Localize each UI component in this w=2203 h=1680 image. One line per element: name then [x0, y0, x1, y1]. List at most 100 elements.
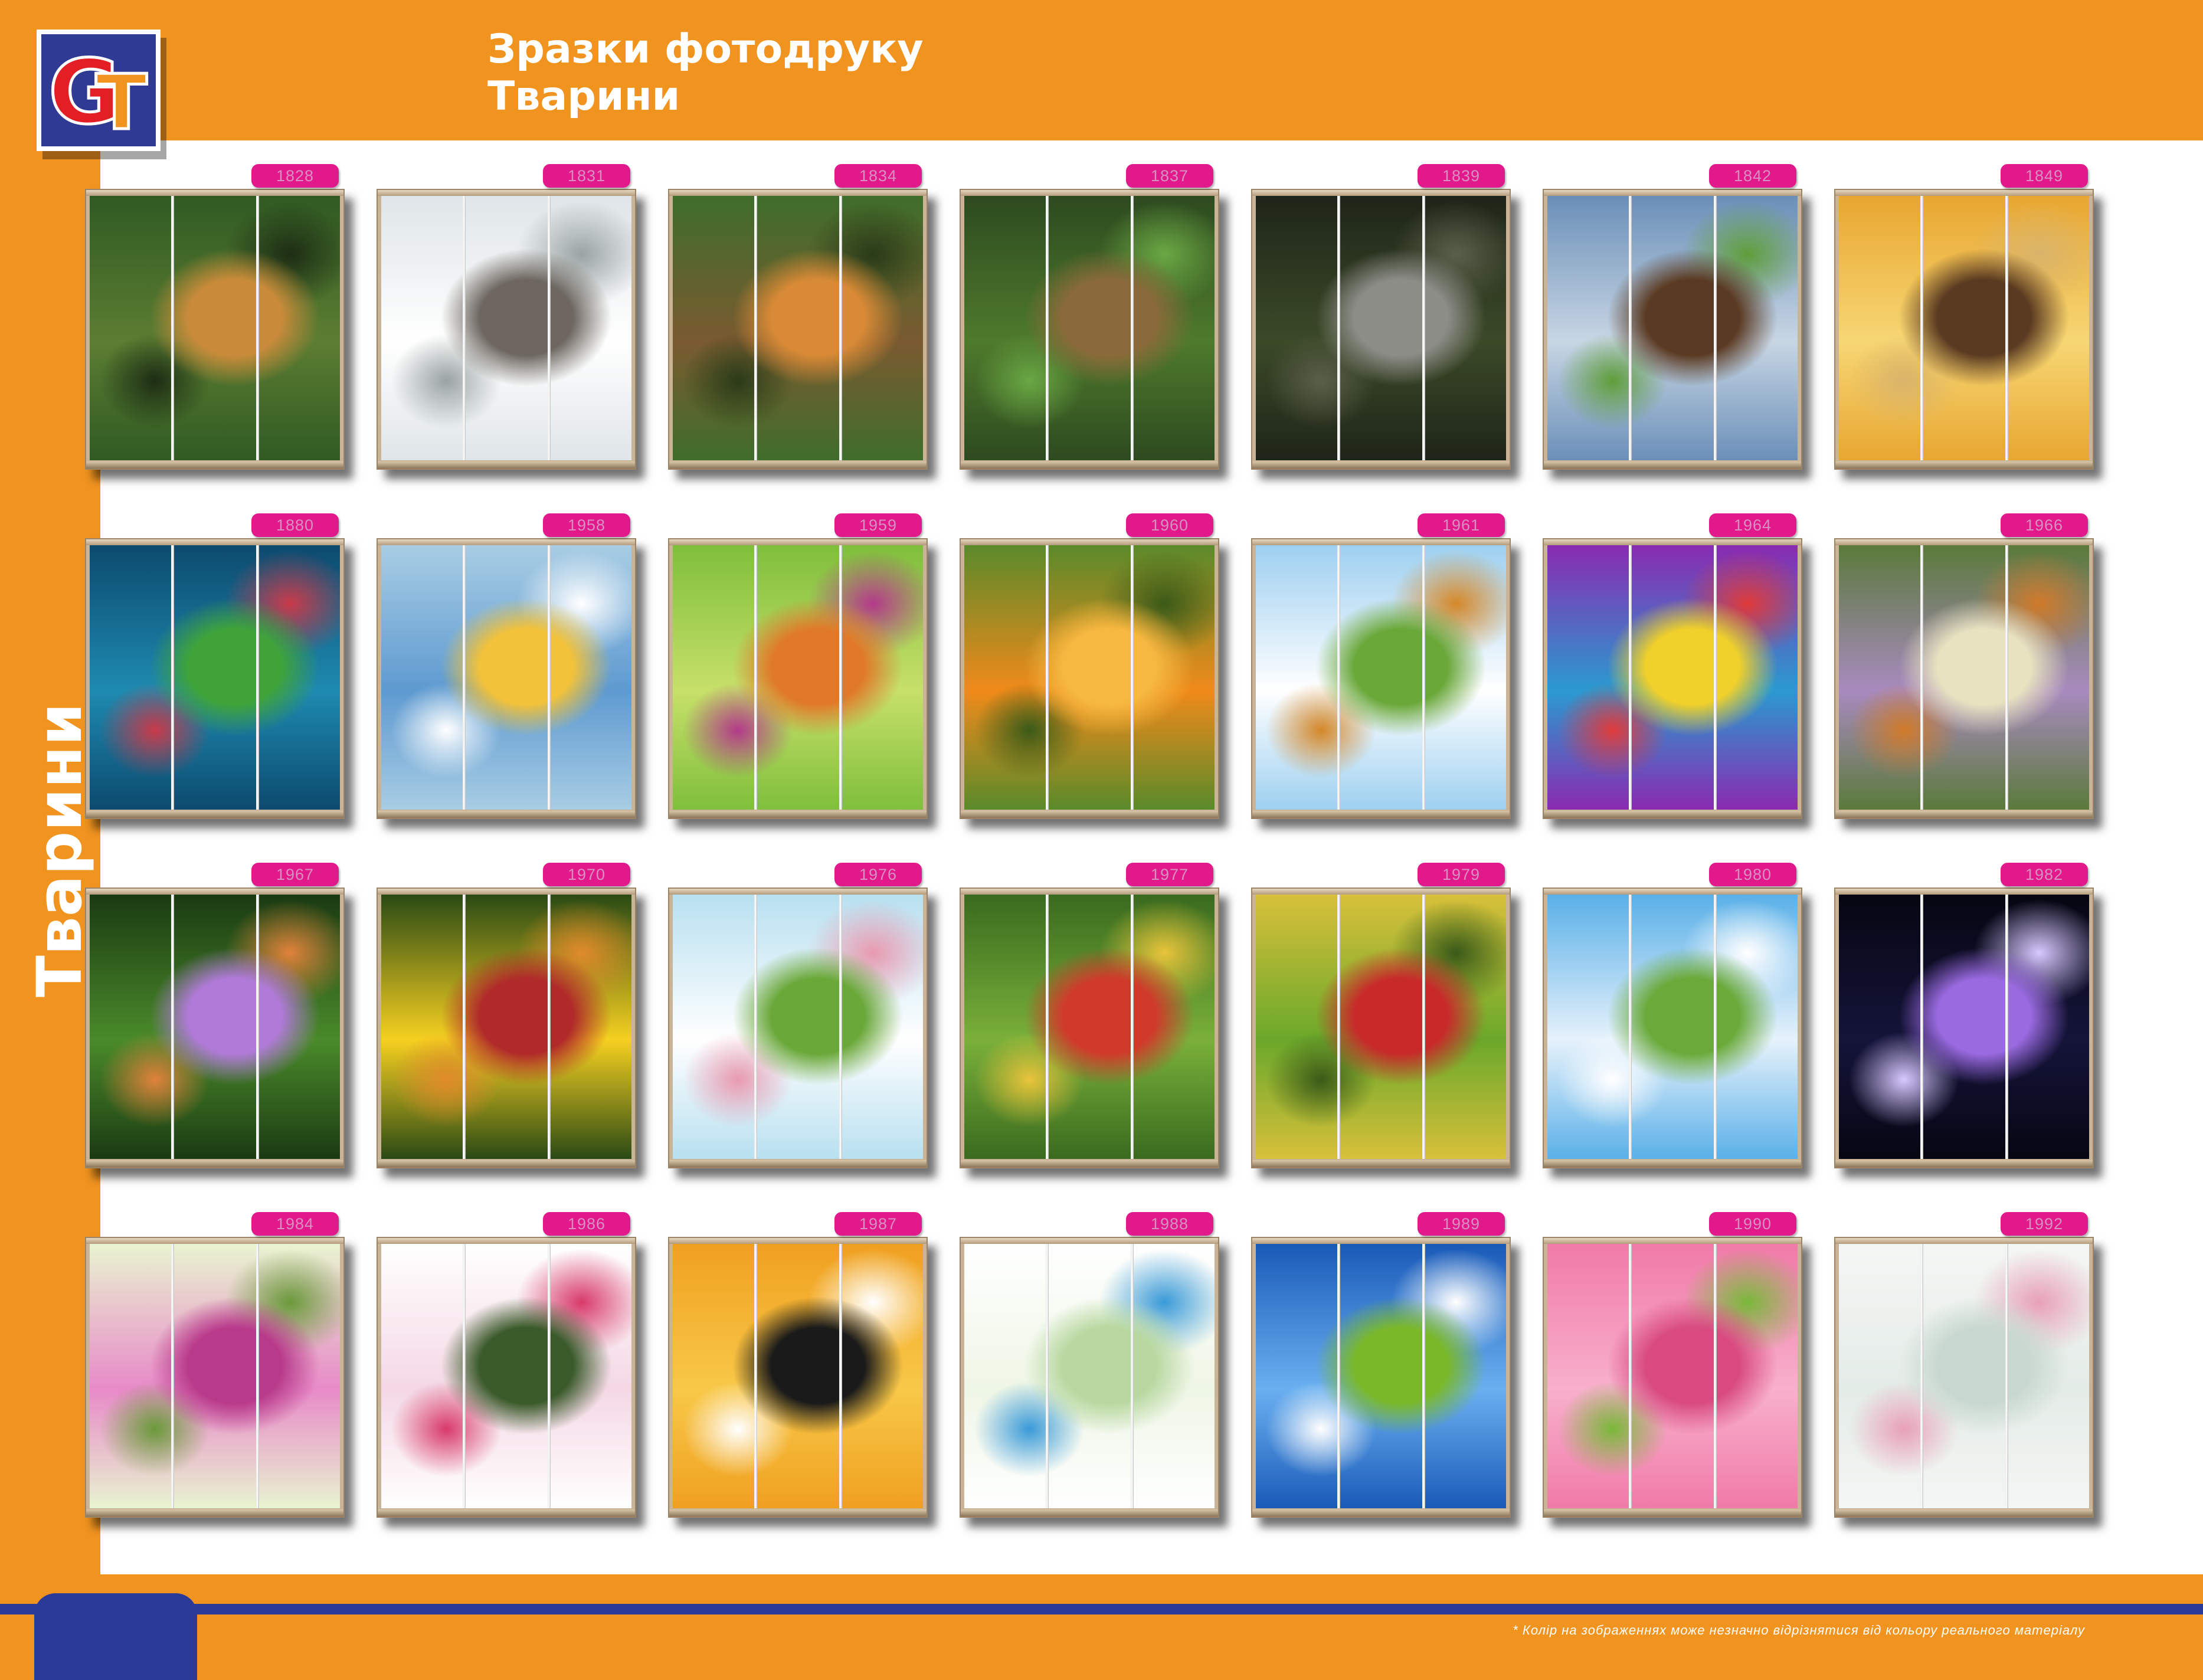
- sample-code-badge: 1960: [1126, 513, 1213, 537]
- wardrobe-top: [961, 190, 1218, 196]
- wardrobe-image: [85, 888, 345, 1168]
- photo-print: [1547, 545, 1798, 810]
- wardrobe-image: [85, 189, 345, 470]
- sample-card[interactable]: 1986: [377, 1212, 636, 1519]
- sample-card[interactable]: 1831: [377, 164, 636, 471]
- door-divider: [548, 1244, 551, 1508]
- wardrobe-base: [86, 1160, 343, 1167]
- wardrobe-top: [1544, 190, 1801, 196]
- sample-card[interactable]: 1837: [960, 164, 1219, 471]
- door-divider: [1920, 895, 1923, 1159]
- sample-card[interactable]: 1961: [1251, 513, 1511, 820]
- door-divider: [2005, 196, 2008, 460]
- sample-card[interactable]: 1977: [960, 863, 1219, 1170]
- door-divider: [2005, 895, 2008, 1159]
- door-divider: [256, 1244, 259, 1508]
- sample-card[interactable]: 1976: [668, 863, 928, 1170]
- sample-card[interactable]: 1828: [85, 164, 345, 471]
- sample-card[interactable]: 1966: [1834, 513, 2094, 820]
- photo-print: [381, 1244, 631, 1508]
- door-divider: [754, 196, 757, 460]
- wardrobe-base: [1835, 1160, 2093, 1167]
- wardrobe-image: [1543, 888, 1802, 1168]
- wardrobe-top: [1544, 539, 1801, 545]
- door-divider: [1714, 196, 1717, 460]
- wardrobe-top: [1544, 889, 1801, 895]
- wardrobe-image: [668, 888, 928, 1168]
- sample-card[interactable]: 1980: [1543, 863, 1802, 1170]
- sample-card[interactable]: 1984: [85, 1212, 345, 1519]
- photo-print: [90, 545, 340, 810]
- sample-card[interactable]: 1960: [960, 513, 1219, 820]
- sample-code-badge: 1967: [251, 863, 339, 886]
- wardrobe-top: [669, 190, 927, 196]
- door-divider: [171, 196, 174, 460]
- door-divider: [839, 545, 842, 810]
- wardrobe-image: [1251, 538, 1511, 819]
- sample-card[interactable]: 1839: [1251, 164, 1511, 471]
- wardrobe-image: [85, 538, 345, 819]
- photo-print: [90, 895, 340, 1159]
- sample-code-badge: 1987: [834, 1212, 922, 1236]
- wardrobe-base: [378, 1509, 635, 1517]
- wardrobe-image: [1834, 888, 2094, 1168]
- sample-card[interactable]: 1849: [1834, 164, 2094, 471]
- door-divider: [754, 895, 757, 1159]
- wardrobe-base: [1252, 1509, 1510, 1517]
- sample-card[interactable]: 1970: [377, 863, 636, 1170]
- wardrobe-top: [378, 889, 635, 895]
- door-divider: [1714, 895, 1717, 1159]
- title-line-1: Зразки фотодруку: [487, 26, 924, 73]
- sample-card[interactable]: 1989: [1251, 1212, 1511, 1519]
- sample-card[interactable]: 1834: [668, 164, 928, 471]
- sample-card[interactable]: 1987: [668, 1212, 928, 1519]
- photo-print: [1547, 196, 1798, 460]
- wardrobe-image: [1251, 189, 1511, 470]
- sample-code-badge: 1988: [1126, 1212, 1213, 1236]
- sample-card[interactable]: 1992: [1834, 1212, 2094, 1519]
- wardrobe-image: [960, 888, 1219, 1168]
- sample-code-badge: 1977: [1126, 863, 1213, 886]
- sample-card[interactable]: 1958: [377, 513, 636, 820]
- sample-card[interactable]: 1979: [1251, 863, 1511, 1170]
- title-line-2: Тварини: [487, 73, 680, 120]
- door-divider: [1920, 1244, 1923, 1508]
- door-divider: [463, 196, 466, 460]
- sample-card[interactable]: 1988: [960, 1212, 1219, 1519]
- wardrobe-top: [1835, 1238, 2093, 1244]
- wardrobe-top: [961, 1238, 1218, 1244]
- door-divider: [548, 196, 551, 460]
- sample-code-badge: 1964: [1709, 513, 1796, 537]
- sample-code-badge: 1989: [1418, 1212, 1505, 1236]
- sample-card[interactable]: 1964: [1543, 513, 1802, 820]
- door-divider: [1046, 895, 1049, 1159]
- wardrobe-image: [1834, 1237, 2094, 1518]
- door-divider: [171, 895, 174, 1159]
- sample-card[interactable]: 1959: [668, 513, 928, 820]
- door-divider: [463, 895, 466, 1159]
- sample-code-badge: 1961: [1418, 513, 1505, 537]
- photo-print: [1547, 895, 1798, 1159]
- sample-card[interactable]: 1990: [1543, 1212, 1802, 1519]
- wardrobe-image: [377, 189, 636, 470]
- door-divider: [1714, 1244, 1717, 1508]
- photo-print: [381, 196, 631, 460]
- wardrobe-image: [668, 189, 928, 470]
- sample-code-badge: 1839: [1418, 164, 1505, 188]
- sample-code-badge: 1842: [1709, 164, 1796, 188]
- sample-code-badge: 1970: [543, 863, 630, 886]
- sample-card[interactable]: 1967: [85, 863, 345, 1170]
- sample-card[interactable]: 1880: [85, 513, 345, 820]
- sample-code-badge: 1834: [834, 164, 922, 188]
- door-divider: [1131, 545, 1134, 810]
- sample-card[interactable]: 1982: [1834, 863, 2094, 1170]
- wardrobe-base: [86, 461, 343, 469]
- sample-card[interactable]: 1842: [1543, 164, 1802, 471]
- sample-code-badge: 1980: [1709, 863, 1796, 886]
- door-divider: [2005, 545, 2008, 810]
- sample-code-badge: 1828: [251, 164, 339, 188]
- door-divider: [256, 196, 259, 460]
- door-divider: [1131, 1244, 1134, 1508]
- wardrobe-top: [1252, 190, 1510, 196]
- photo-print: [673, 895, 923, 1159]
